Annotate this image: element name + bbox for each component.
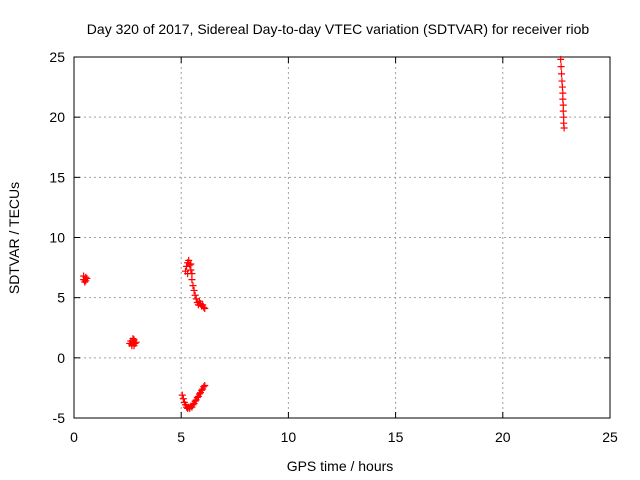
x-tick-label: 15 [388, 429, 404, 445]
data-point [189, 401, 197, 409]
data-point [178, 391, 186, 399]
data-point [186, 261, 194, 269]
data-point [132, 338, 140, 346]
data-point [201, 382, 209, 390]
data-point [129, 335, 137, 343]
data-point [200, 383, 208, 391]
x-tick-label: 20 [495, 429, 511, 445]
chart-title: Day 320 of 2017, Sidereal Day-to-day VTE… [87, 21, 590, 37]
data-point [559, 107, 567, 115]
data-point [193, 394, 201, 402]
y-tick-label: 25 [49, 49, 65, 65]
data-point [559, 101, 567, 109]
data-point [130, 342, 138, 350]
y-axis-label: SDTVAR / TECUs [6, 182, 22, 294]
y-tick-label: 15 [49, 169, 65, 185]
data-point [179, 395, 187, 403]
x-tick-label: 0 [70, 429, 78, 445]
data-point [560, 124, 568, 132]
data-point [557, 63, 565, 71]
data-point [559, 95, 567, 103]
y-tick-label: 5 [57, 290, 65, 306]
y-tick-label: -5 [53, 410, 66, 426]
data-point [198, 386, 206, 394]
data-point [82, 277, 90, 285]
data-point [189, 282, 197, 290]
y-tick-label: 0 [57, 350, 65, 366]
data-point [191, 397, 199, 405]
data-point [200, 303, 208, 311]
x-axis-label: GPS time / hours [287, 458, 394, 474]
data-point [187, 260, 195, 268]
data-point [560, 113, 568, 121]
data-point [559, 89, 567, 97]
data-points [80, 55, 568, 412]
y-tick-label: 10 [49, 230, 65, 246]
grid [74, 57, 610, 418]
x-tick-label: 10 [281, 429, 297, 445]
data-point [188, 276, 196, 284]
data-point [195, 390, 203, 398]
data-point [187, 266, 195, 274]
data-point [558, 77, 566, 85]
y-tick-label: 20 [49, 109, 65, 125]
x-tick-label: 5 [177, 429, 185, 445]
data-point [183, 262, 191, 270]
data-point [201, 304, 209, 312]
data-point [558, 83, 566, 91]
data-point [190, 286, 198, 294]
data-point [185, 256, 193, 264]
data-point [557, 55, 565, 63]
data-point [184, 270, 192, 278]
data-point [191, 291, 199, 299]
x-tick-label: 25 [602, 429, 618, 445]
data-point [558, 70, 566, 78]
